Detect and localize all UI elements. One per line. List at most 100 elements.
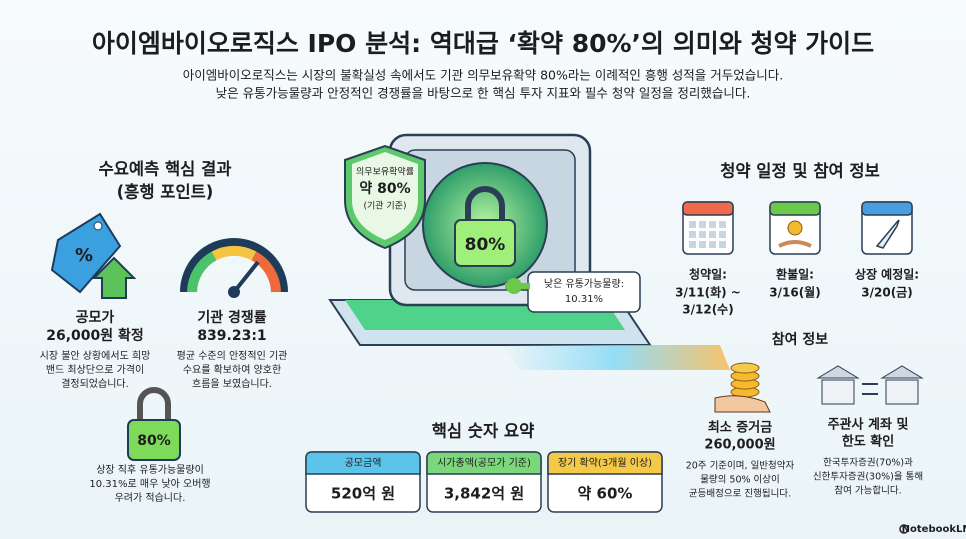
calendar-cell xyxy=(709,221,716,228)
calendar-top xyxy=(682,201,734,216)
card-value: 3,842억 원 xyxy=(444,485,524,503)
brand-logo xyxy=(899,524,909,534)
gauge-icon-part xyxy=(211,245,257,261)
schedule-date: 3/12(수) xyxy=(682,303,733,317)
vault-illustration-part xyxy=(454,219,516,267)
gauge-icon-part xyxy=(187,251,217,293)
vault-illustration-part xyxy=(500,345,730,370)
calendar-cell xyxy=(689,231,696,238)
item-desc: 시장 불안 상황에서도 희망 xyxy=(40,350,151,362)
schedule-label: 청약일: xyxy=(689,267,727,282)
card-label: 장기 확약(3개월 이상) xyxy=(558,457,652,469)
title: 아이엠바이오로직스 IPO 분석: 역대급 ‘확약 80%’의 의미와 청약 가… xyxy=(92,29,874,58)
calendar-cell xyxy=(709,231,716,238)
schedule-date: 3/16(월) xyxy=(769,285,820,300)
vault-illustration-part xyxy=(465,186,505,222)
card-header xyxy=(426,451,542,475)
schedule-date: 3/20(금) xyxy=(861,286,912,300)
section-title: (흥행 포인트) xyxy=(117,182,214,202)
item-label: 기관 경쟁률 xyxy=(197,309,266,326)
schedule-label: 상장 예정일: xyxy=(855,267,919,282)
item-value: 839.23:1 xyxy=(197,328,266,344)
bank-icons-part xyxy=(862,383,878,395)
gauge-icon-part xyxy=(232,260,260,294)
section-title: 참여 정보 xyxy=(772,331,829,348)
item-desc: 10.31%로 매우 낮아 오버행 xyxy=(89,478,210,490)
part-label: 한도 확인 xyxy=(842,434,894,450)
bank-icons-part xyxy=(880,365,924,379)
coin xyxy=(787,220,803,236)
calendar-top xyxy=(769,201,821,216)
price-tag-icon: % xyxy=(50,212,137,299)
summary-cards: 공모금액 520억 원 시가총액(공모가 기준) 3,842억 원 장기 확약(3개월 … xyxy=(305,451,663,513)
part-value: 260,000원 xyxy=(704,438,775,453)
brand: NotebookLM xyxy=(902,524,966,535)
vault-illustration-part xyxy=(527,271,641,313)
item-desc: 수요를 확보하여 양호한 xyxy=(183,363,281,376)
float-tag: 10.31% xyxy=(565,294,603,305)
part-label: 주관사 계좌 및 xyxy=(828,417,909,433)
shield-text: 약 80% xyxy=(359,180,410,197)
gauge-icon-part xyxy=(251,251,281,293)
item-desc: 평균 수준의 안정적인 기관 xyxy=(177,350,288,362)
card-header xyxy=(305,451,421,475)
coins-icon-part xyxy=(730,362,760,374)
calendar-cell xyxy=(689,241,696,248)
card-value: 520억 원 xyxy=(331,485,395,503)
rocket xyxy=(875,219,900,249)
vault-illustration-part xyxy=(506,278,522,294)
bank-icons-part xyxy=(816,365,860,379)
calendar-cell xyxy=(719,241,726,248)
item-label: 공모가 xyxy=(76,310,115,326)
price-tag-icon-part xyxy=(93,221,103,231)
part-desc: 물량의 50% 이상이 xyxy=(700,474,780,486)
schedule-label: 환불일: xyxy=(776,267,814,282)
item-value: 26,000원 확정 xyxy=(46,327,144,344)
lock-icon-part xyxy=(137,387,171,422)
price-tag-icon-part: % xyxy=(75,245,93,266)
float-tag: 낮은 유통가능물량: xyxy=(544,278,624,290)
lock-icon xyxy=(127,387,181,461)
item-desc: 밴드 최상단으로 가격이 xyxy=(46,363,144,376)
shield-text: 의무보유확약률 xyxy=(356,166,414,178)
calendar-cell xyxy=(699,221,706,228)
subtitle: 아이엠바이오로직스는 시장의 불확실성 속에서도 기관 의무보유확약 80%라는… xyxy=(183,68,784,83)
hand xyxy=(778,240,812,248)
subtitle: 낮은 유통가능물량과 안정적인 경쟁률을 바탕으로 한 핵심 투자 지표와 필수… xyxy=(216,86,751,101)
section-title: 청약 일정 및 참여 정보 xyxy=(720,161,880,181)
gauge-icon xyxy=(180,238,288,298)
calendar-cell xyxy=(699,231,706,238)
lock-text: 80% xyxy=(137,433,171,449)
part-desc: 신한투자증권(30%)을 통해 xyxy=(813,471,923,483)
vault-lock-text: 80% xyxy=(465,235,506,255)
part-label: 최소 증거금 xyxy=(708,421,772,436)
section-title: 핵심 숫자 요약 xyxy=(432,421,535,441)
schedule-date: 3/11(화) ~ xyxy=(675,285,741,300)
bank-icons-part xyxy=(821,379,855,405)
price-tag-icon-part xyxy=(91,256,137,299)
vault-illustration xyxy=(328,133,730,370)
calendar-cell xyxy=(689,221,696,228)
part-desc: 한국투자증권(70%)과 xyxy=(823,457,913,469)
bank-icons-part xyxy=(885,379,919,405)
item-desc: 상장 직후 유통가능물량이 xyxy=(96,464,204,476)
item-desc: 흐름을 보였습니다. xyxy=(192,378,272,390)
bank-icons xyxy=(816,365,924,405)
price-tag-icon-part xyxy=(50,212,122,294)
card-value: 약 60% xyxy=(578,485,633,503)
item-desc: 우려가 적습니다. xyxy=(115,492,186,504)
shield-text: (기관 기준) xyxy=(363,201,406,212)
calendar-top xyxy=(861,201,913,216)
section-title: 수요예측 핵심 결과 xyxy=(99,160,232,179)
card-label: 시가총액(공모가 기준) xyxy=(437,457,531,469)
calendar-cell xyxy=(719,231,726,238)
lock-icon-part xyxy=(127,419,181,461)
calendar-cell xyxy=(699,241,706,248)
part-desc: 20주 기준이며, 일반청약자 xyxy=(686,460,795,472)
part-desc: 참여 가능합니다. xyxy=(834,485,901,497)
card-label: 공모금액 xyxy=(345,457,382,469)
card-header xyxy=(547,451,663,475)
calendar-cell xyxy=(709,241,716,248)
